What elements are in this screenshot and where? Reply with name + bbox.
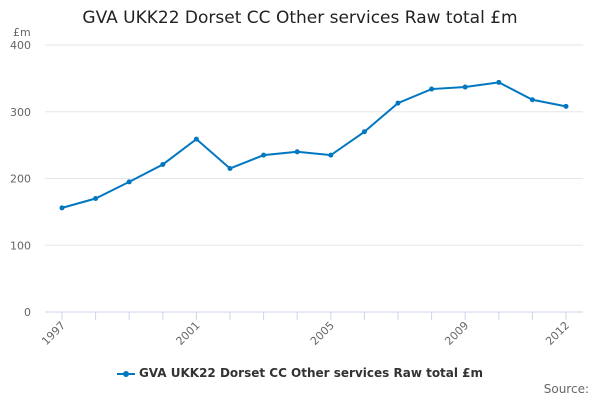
data-point: [529, 97, 535, 103]
data-point: [429, 86, 435, 92]
y-tick-label: 300: [10, 106, 31, 119]
data-point: [328, 152, 334, 158]
y-axis-label: £m: [13, 26, 31, 39]
x-tick-label: 2005: [308, 319, 337, 348]
source-label: Source:: [543, 382, 589, 396]
data-point: [496, 79, 502, 85]
series-line: [61, 81, 567, 209]
data-point: [462, 84, 468, 90]
data-point: [294, 149, 300, 155]
x-tick-label: 2001: [174, 319, 203, 348]
data-point: [395, 100, 401, 106]
y-tick-label: 100: [10, 239, 31, 252]
x-tick-label: 1997: [39, 319, 68, 348]
data-point: [193, 136, 199, 142]
data-point: [126, 179, 132, 185]
chart-title: GVA UKK22 Dorset CC Other services Raw t…: [82, 8, 518, 28]
data-point: [93, 196, 99, 202]
y-tick-label: 400: [10, 39, 31, 52]
x-tick-label: 2012: [543, 319, 572, 348]
data-point: [59, 205, 65, 211]
legend[interactable]: GVA UKK22 Dorset CC Other services Raw t…: [0, 366, 600, 380]
data-point: [361, 129, 367, 135]
data-point: [227, 165, 233, 171]
y-tick-label: 200: [10, 173, 31, 186]
data-point: [261, 152, 267, 158]
legend-swatch: [116, 370, 135, 377]
data-point: [160, 161, 166, 167]
x-tick-label: 2009: [442, 319, 471, 348]
legend-label: GVA UKK22 Dorset CC Other services Raw t…: [138, 366, 484, 380]
y-tick-label: 0: [24, 306, 31, 319]
data-point: [563, 103, 569, 109]
